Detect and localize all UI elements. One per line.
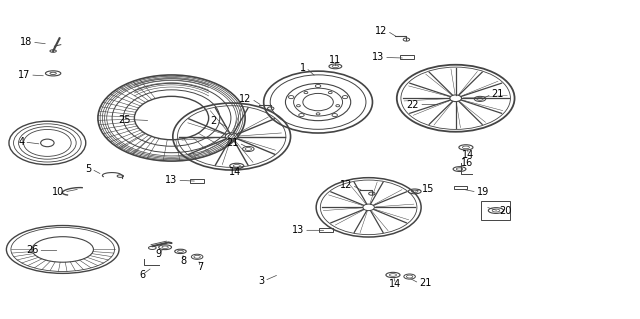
Text: 4: 4 <box>18 137 24 147</box>
Text: 21: 21 <box>227 138 239 148</box>
Text: 11: 11 <box>329 55 342 65</box>
Text: 7: 7 <box>197 262 204 272</box>
Text: 12: 12 <box>375 26 387 36</box>
Text: 13: 13 <box>165 175 177 185</box>
Text: 8: 8 <box>180 256 186 266</box>
Text: 14: 14 <box>462 150 475 160</box>
Text: 17: 17 <box>18 70 30 80</box>
Text: 22: 22 <box>406 100 419 110</box>
Bar <box>190 179 204 183</box>
Bar <box>400 56 414 59</box>
Text: 21: 21 <box>419 278 431 288</box>
Text: 5: 5 <box>85 164 92 174</box>
Text: 6: 6 <box>139 270 145 280</box>
Text: 25: 25 <box>118 115 131 125</box>
Text: 2: 2 <box>210 116 216 126</box>
Text: 12: 12 <box>239 94 252 104</box>
Bar <box>481 201 510 220</box>
Text: 10: 10 <box>52 187 64 197</box>
Text: 3: 3 <box>258 276 264 286</box>
Text: 21: 21 <box>492 89 504 99</box>
Text: 18: 18 <box>20 37 32 47</box>
Bar <box>454 186 467 189</box>
Text: 20: 20 <box>499 206 511 216</box>
Text: 19: 19 <box>477 187 489 197</box>
Text: 13: 13 <box>372 52 384 63</box>
Text: 12: 12 <box>340 180 352 190</box>
Text: 16: 16 <box>461 158 473 168</box>
Bar <box>319 228 333 232</box>
Text: 26: 26 <box>26 245 38 256</box>
Text: 9: 9 <box>156 249 162 259</box>
Text: 13: 13 <box>292 225 304 235</box>
Text: 15: 15 <box>422 184 435 194</box>
Text: 1: 1 <box>300 63 306 73</box>
Text: 14: 14 <box>389 279 402 289</box>
Text: 14: 14 <box>229 167 242 177</box>
